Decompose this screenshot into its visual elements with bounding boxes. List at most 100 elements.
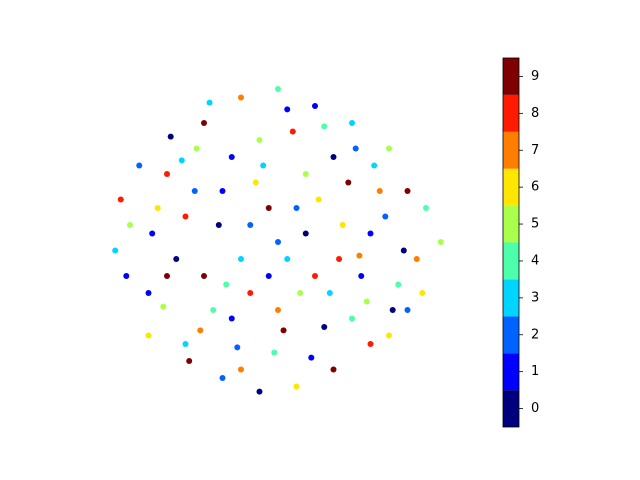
point (349, 315, 355, 322)
point (206, 99, 213, 106)
point (160, 303, 167, 310)
point (223, 281, 230, 288)
point (182, 341, 189, 347)
point (302, 230, 309, 237)
point (386, 332, 392, 339)
point (400, 247, 407, 254)
point (330, 154, 337, 160)
colorbar-tick-label: 6 (531, 180, 539, 195)
colorbar-segment (503, 131, 519, 169)
point (280, 327, 287, 334)
point (312, 273, 318, 279)
point (228, 154, 235, 160)
point (228, 315, 235, 322)
point (247, 290, 254, 296)
colorbar-tick-label: 2 (531, 327, 539, 342)
point (293, 383, 300, 390)
point (389, 307, 396, 313)
point (167, 133, 174, 140)
colorbar-frame (502, 57, 520, 428)
point (182, 213, 189, 220)
point (367, 230, 374, 237)
point (193, 145, 200, 152)
point (234, 344, 241, 351)
point (201, 273, 207, 279)
point (321, 324, 328, 330)
point (238, 94, 244, 101)
point (256, 137, 263, 143)
point (117, 196, 124, 203)
point (210, 307, 217, 313)
point (265, 273, 272, 279)
point (302, 171, 309, 177)
point (321, 123, 328, 130)
point (413, 256, 420, 262)
point (308, 354, 315, 361)
point (336, 256, 343, 262)
point (173, 256, 180, 262)
point (293, 205, 300, 211)
colorbar-segment (503, 168, 519, 206)
point (284, 106, 291, 113)
point (256, 388, 263, 395)
point (382, 213, 389, 220)
point (215, 222, 222, 228)
point (265, 205, 272, 211)
point (247, 222, 254, 228)
point (395, 281, 402, 288)
point (423, 205, 429, 211)
point (363, 298, 370, 305)
point (164, 273, 170, 279)
point (404, 188, 411, 194)
point (326, 290, 333, 296)
point (367, 341, 374, 347)
colorbar-segment (503, 390, 519, 427)
point (404, 307, 411, 313)
point (345, 179, 352, 186)
point (275, 307, 281, 313)
colorbar-segment (503, 316, 519, 354)
point (352, 145, 359, 152)
point (349, 120, 355, 126)
colorbar: 0 1 2 3 4 5 6 7 8 9 (502, 57, 539, 428)
point (419, 290, 426, 296)
scatter-points (112, 86, 444, 395)
point (127, 222, 133, 228)
point (197, 327, 204, 334)
point (238, 256, 244, 262)
point (112, 247, 119, 254)
colorbar-tick-label: 9 (531, 69, 539, 84)
point (252, 179, 259, 186)
colorbar-segment (503, 353, 519, 391)
point (275, 86, 281, 92)
point (178, 157, 185, 164)
colorbar-segment (503, 205, 519, 243)
point (289, 128, 296, 135)
point (201, 120, 207, 126)
colorbar-segment (503, 94, 519, 132)
point (312, 103, 318, 109)
colorbar-tick-label: 7 (531, 143, 539, 158)
point (330, 366, 337, 373)
point (136, 162, 143, 169)
colorbar-tick-label: 1 (531, 364, 539, 379)
colorbar-tick-label: 4 (531, 253, 539, 268)
point (275, 239, 281, 245)
point (164, 171, 170, 177)
point (191, 188, 198, 194)
point (386, 145, 392, 152)
colorbar-tick-label: 3 (531, 290, 539, 305)
point (219, 375, 226, 381)
point (376, 188, 383, 194)
point (297, 290, 304, 296)
point (154, 205, 161, 211)
point (219, 188, 226, 194)
colorbar-tick-label: 0 (531, 401, 539, 416)
colorbar-segment (503, 242, 519, 280)
point (284, 256, 291, 262)
colorbar-tick-label: 5 (531, 217, 539, 232)
point (145, 332, 152, 339)
point (260, 162, 267, 169)
